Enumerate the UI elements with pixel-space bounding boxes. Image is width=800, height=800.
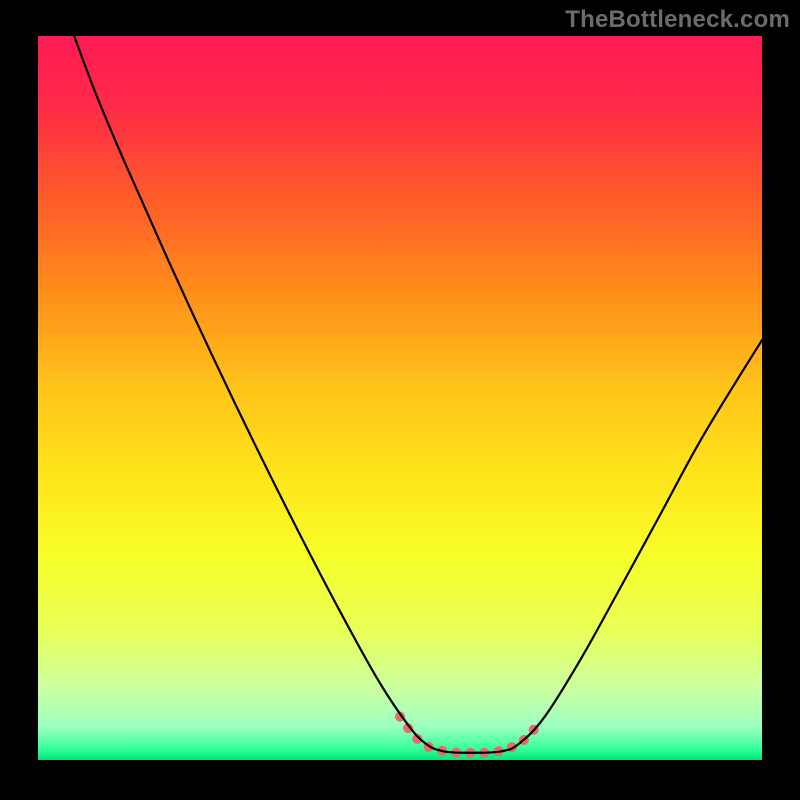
bottleneck-chart <box>0 0 800 800</box>
watermark-label: TheBottleneck.com <box>565 6 790 34</box>
plot-background <box>38 36 762 760</box>
chart-container: TheBottleneck.com <box>0 0 800 800</box>
